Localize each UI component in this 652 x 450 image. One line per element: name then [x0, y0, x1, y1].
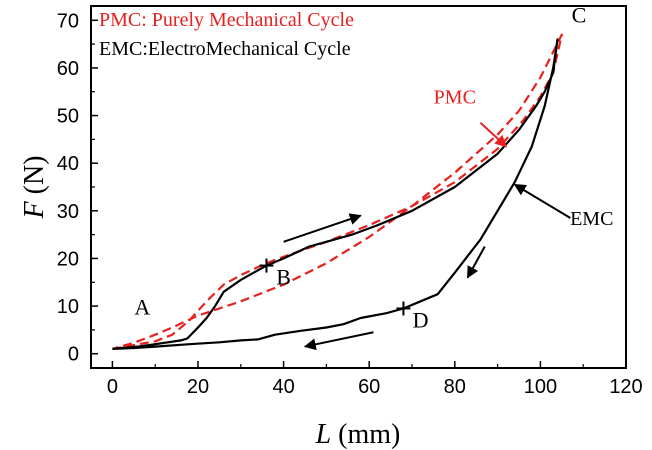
point-label-a: A: [134, 295, 150, 320]
x-tick-label: 100: [524, 376, 557, 398]
x-axis-variable: L: [315, 419, 332, 450]
y-axis-unit: (N): [19, 156, 50, 202]
y-tick-label: 10: [57, 296, 79, 318]
plot-frame: [90, 5, 627, 369]
legend-entry-emc: EMC:ElectroMechanical Cycle: [99, 38, 351, 60]
x-tick-label: 40: [272, 376, 294, 398]
point-label-d: D: [413, 308, 429, 333]
x-tick-label: 0: [107, 376, 118, 398]
series-line-pmc: [112, 33, 563, 350]
annotation-arrow: [479, 121, 508, 148]
direction-arrow: [283, 213, 362, 243]
y-tick-label: 70: [57, 10, 79, 32]
annotation-emc: EMC: [570, 208, 613, 230]
marks-layer: A B C D PMC EMC: [134, 3, 613, 351]
annotation-arrow: [513, 183, 571, 219]
y-axis-variable: F: [19, 200, 50, 219]
legend-entry-pmc: PMC: Purely Mechanical Cycle: [99, 9, 354, 31]
x-tick-label: 20: [187, 376, 209, 398]
series-layer: [112, 33, 563, 350]
direction-arrow: [303, 331, 374, 351]
point-label-b: B: [276, 265, 291, 290]
y-tick-label: 60: [57, 58, 79, 80]
x-axis-label: L (mm): [315, 419, 401, 450]
x-tick-label: 60: [358, 376, 380, 398]
y-tick-label: 0: [68, 344, 79, 366]
axis-ticks: 0 20 40 60 80 100 120 0 10 20 30 40 50 60 70: [57, 10, 643, 398]
y-tick-label: 20: [57, 248, 79, 270]
x-tick-label: 80: [444, 376, 466, 398]
direction-arrow: [466, 246, 486, 279]
y-axis-label: F (N): [19, 156, 50, 220]
y-tick-label: 50: [57, 106, 79, 128]
x-tick-label: 120: [609, 376, 642, 398]
x-axis-unit: (mm): [331, 419, 400, 450]
y-tick-label: 30: [57, 201, 79, 223]
series-line-emc: [112, 38, 559, 350]
point-label-c: C: [572, 3, 587, 28]
annotation-pmc: PMC: [434, 87, 476, 109]
y-tick-label: 40: [57, 153, 79, 175]
